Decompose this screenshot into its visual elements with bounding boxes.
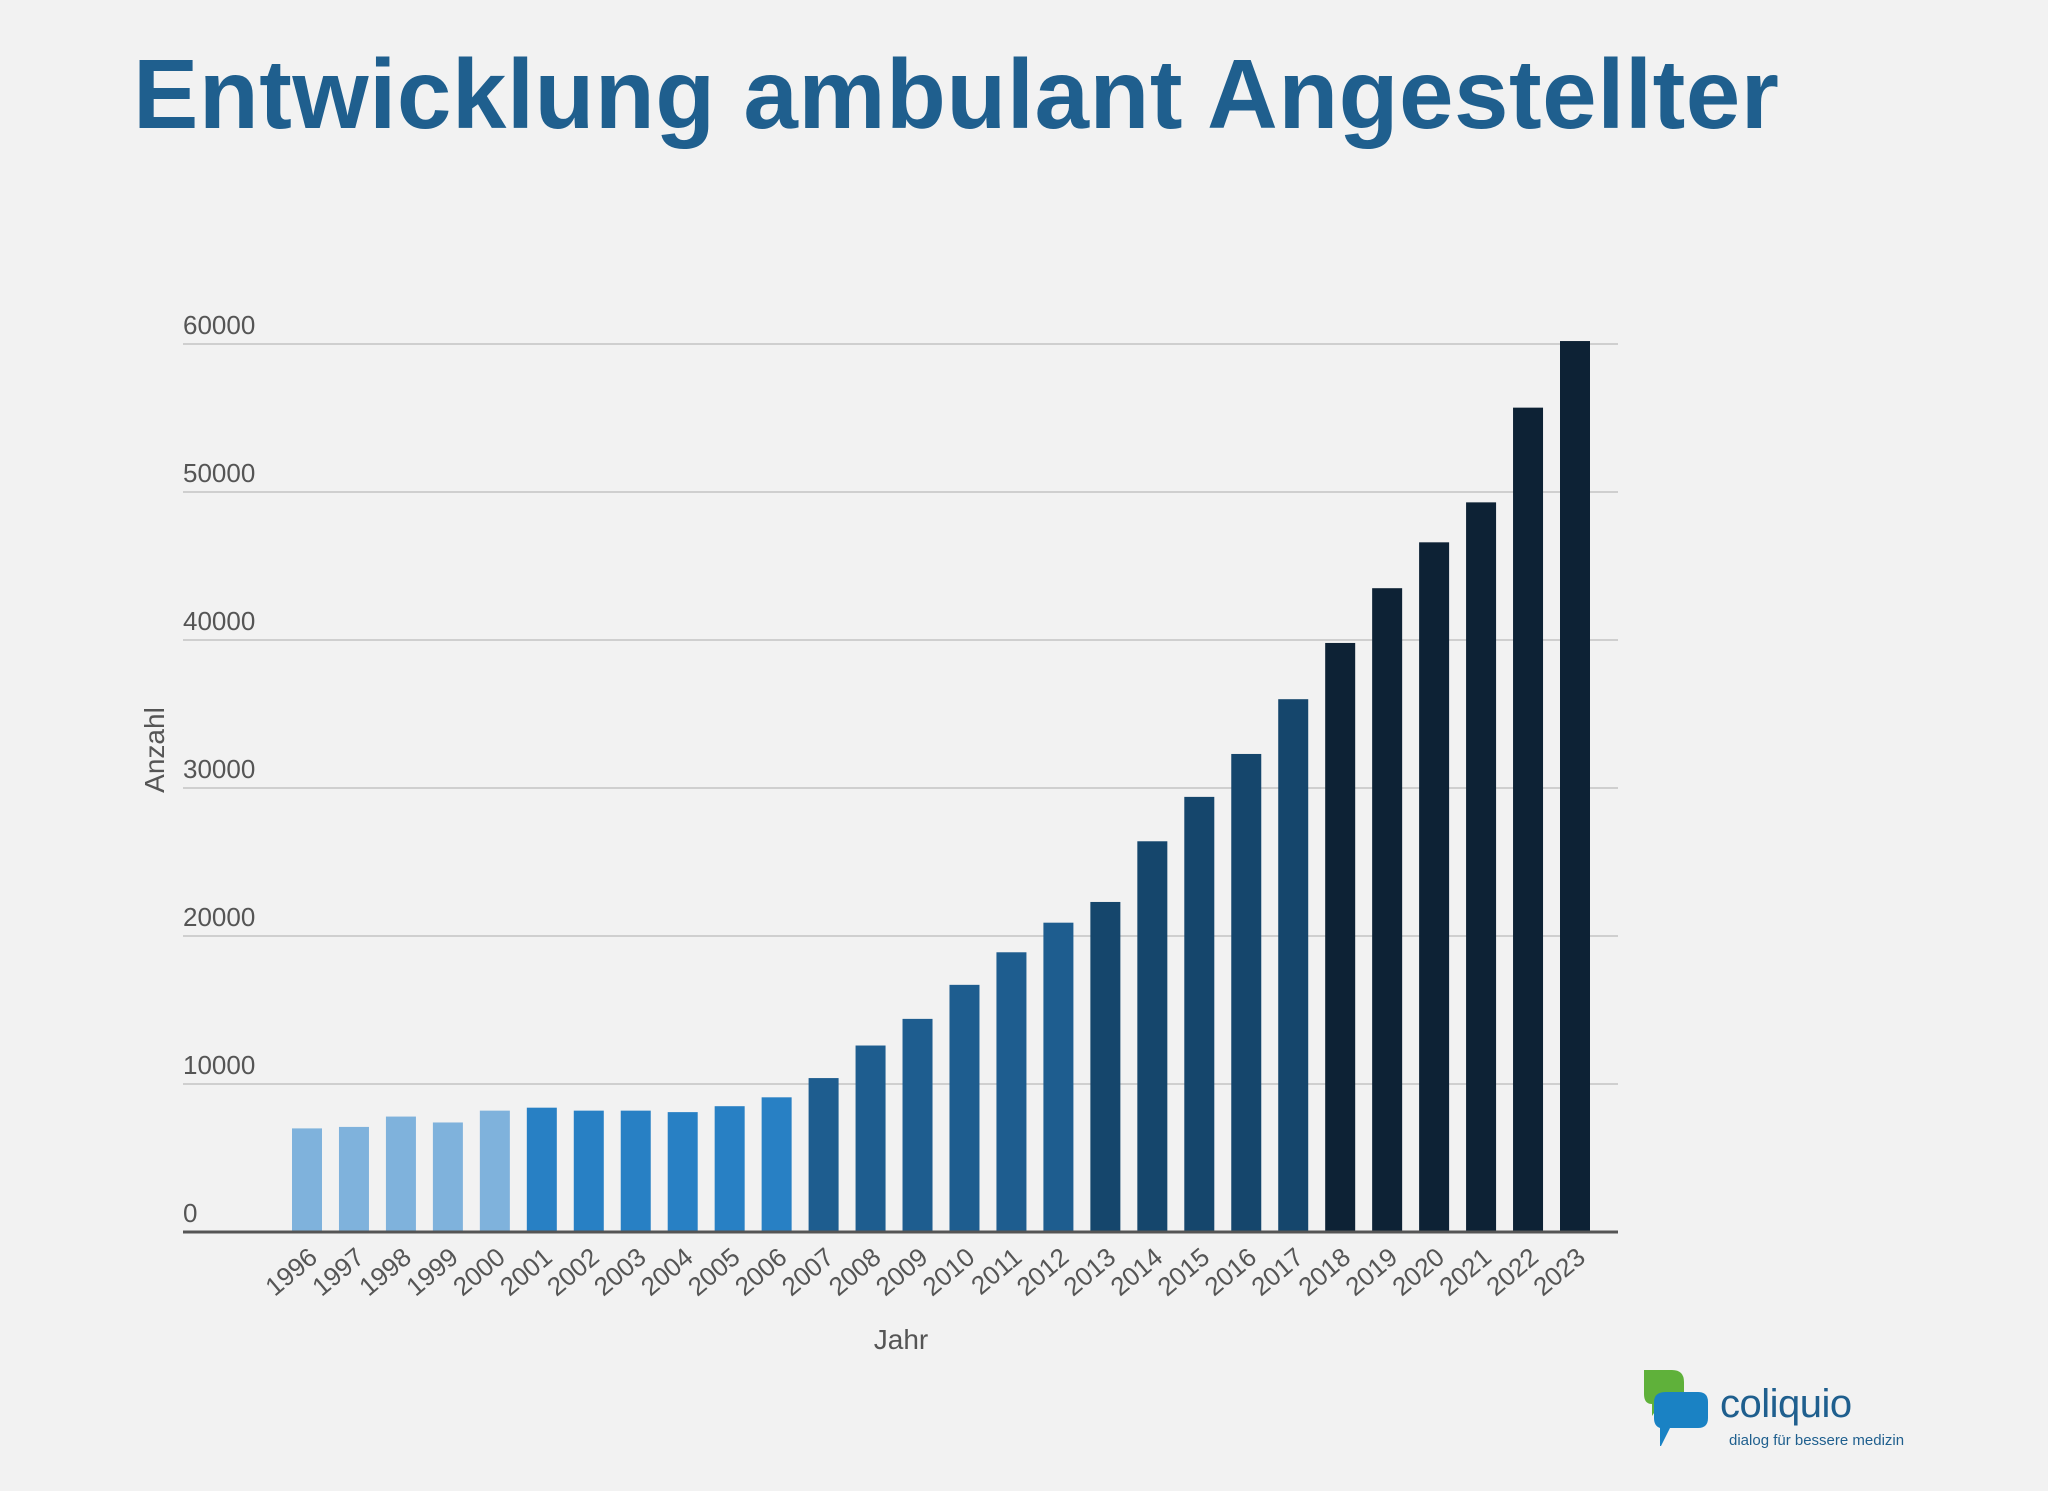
bar-2005 [714, 1106, 745, 1232]
bar-2020 [1419, 542, 1450, 1232]
y-axis-title: Anzahl [139, 707, 170, 793]
coliquio-logo: coliquio dialog für bessere medizin [1640, 1362, 1940, 1462]
x-tick-label: 2023 [1527, 1242, 1591, 1302]
bar-2017 [1278, 699, 1309, 1232]
bar-2002 [573, 1110, 604, 1232]
y-tick-label: 60000 [183, 310, 255, 340]
bar-1997 [338, 1126, 369, 1232]
y-tick-label: 0 [183, 1198, 197, 1228]
speech-bubbles-icon [1644, 1370, 1708, 1446]
bar-2022 [1513, 407, 1544, 1232]
bar-2009 [902, 1018, 933, 1232]
bar-2008 [855, 1045, 886, 1232]
bar-1996 [292, 1128, 322, 1232]
y-tick-label: 20000 [183, 902, 255, 932]
bar-2019 [1372, 588, 1403, 1232]
bar-2003 [620, 1110, 651, 1232]
bar-2021 [1466, 502, 1497, 1232]
bar-2011 [996, 952, 1027, 1232]
bar-2023 [1560, 341, 1590, 1232]
bars [292, 341, 1590, 1232]
bar-2004 [667, 1112, 698, 1232]
bar-2000 [479, 1110, 510, 1232]
bar-2015 [1184, 796, 1215, 1232]
y-tick-label: 10000 [183, 1050, 255, 1080]
bar-2014 [1137, 841, 1168, 1232]
bar-2006 [761, 1097, 792, 1232]
bar-1999 [432, 1122, 463, 1232]
logo-tagline: dialog für bessere medizin [1729, 1432, 1905, 1449]
bar-1998 [385, 1116, 416, 1232]
bar-2016 [1231, 753, 1262, 1232]
x-axis-title: Jahr [874, 1324, 928, 1355]
bar-2010 [949, 984, 980, 1232]
bar-2018 [1325, 642, 1356, 1232]
bar-2001 [526, 1107, 557, 1232]
page-title: Entwicklung ambulant Angestellter [133, 39, 1780, 149]
gridlines [183, 343, 1618, 1085]
y-tick-label: 40000 [183, 606, 255, 636]
bar-2013 [1090, 901, 1121, 1232]
y-tick-label: 30000 [183, 754, 255, 784]
logo-wordmark: coliquio [1720, 1382, 1852, 1426]
bar-2012 [1043, 922, 1074, 1232]
bar-2007 [808, 1078, 839, 1232]
y-tick-label: 50000 [183, 458, 255, 488]
x-tick-label: 2011 [965, 1242, 1027, 1301]
